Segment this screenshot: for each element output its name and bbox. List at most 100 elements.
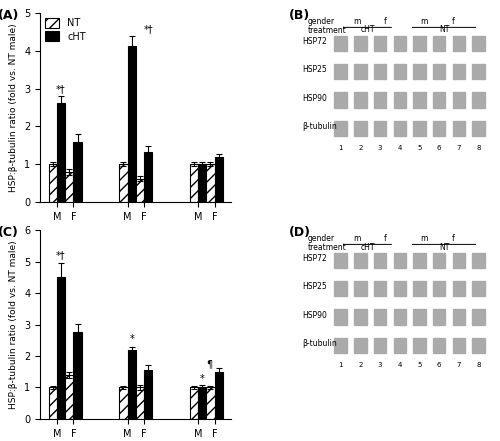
Text: cHT: cHT — [360, 26, 374, 34]
Bar — [433, 281, 446, 296]
Text: treatment: treatment — [308, 243, 347, 252]
Text: 8: 8 — [476, 146, 481, 151]
Bar — [394, 121, 406, 136]
Bar — [74, 333, 82, 419]
Bar — [433, 64, 446, 79]
Bar — [354, 36, 366, 51]
Bar — [374, 36, 386, 51]
Text: ¶: ¶ — [206, 359, 212, 369]
Bar — [413, 93, 426, 108]
Bar — [413, 121, 426, 136]
Bar — [334, 281, 347, 296]
Bar — [354, 121, 366, 136]
Text: HSP90: HSP90 — [302, 310, 327, 320]
Bar — [452, 64, 465, 79]
Text: m: m — [353, 234, 360, 243]
Bar — [433, 253, 446, 268]
Text: 6: 6 — [437, 146, 442, 151]
Bar — [413, 64, 426, 79]
Bar — [136, 179, 144, 202]
Text: HSP90: HSP90 — [302, 93, 327, 103]
Bar — [65, 172, 74, 202]
Text: 5: 5 — [417, 363, 422, 368]
Bar — [354, 281, 366, 296]
Text: f: f — [384, 17, 387, 26]
Text: HSP72: HSP72 — [120, 236, 152, 246]
Legend: NT, cHT: NT, cHT — [45, 18, 86, 41]
Bar — [334, 64, 347, 79]
Text: β-tubulin: β-tubulin — [302, 122, 337, 131]
Bar — [374, 338, 386, 353]
Bar — [472, 93, 484, 108]
Bar — [452, 121, 465, 136]
Bar — [334, 93, 347, 108]
Bar — [354, 338, 366, 353]
Text: *: * — [200, 374, 204, 384]
Text: 2: 2 — [358, 146, 362, 151]
Bar — [65, 375, 74, 419]
Bar — [144, 370, 152, 419]
Bar — [472, 36, 484, 51]
Bar — [57, 277, 65, 419]
Bar — [57, 103, 65, 202]
Bar — [413, 36, 426, 51]
Bar — [472, 310, 484, 325]
Bar — [433, 338, 446, 353]
Bar — [433, 93, 446, 108]
Bar — [472, 121, 484, 136]
Text: 5: 5 — [417, 146, 422, 151]
Text: m: m — [420, 17, 428, 26]
Text: gender: gender — [308, 17, 335, 26]
Text: *†: *† — [56, 250, 66, 260]
Bar — [334, 253, 347, 268]
Text: m: m — [353, 17, 360, 26]
Bar — [48, 388, 57, 419]
Bar — [354, 93, 366, 108]
Text: cHT: cHT — [360, 243, 374, 251]
Text: *: * — [130, 334, 134, 344]
Bar — [413, 253, 426, 268]
Bar — [394, 338, 406, 353]
Text: 1: 1 — [338, 363, 343, 368]
Text: *†: *† — [144, 24, 153, 34]
Text: 4: 4 — [398, 146, 402, 151]
Text: (C): (C) — [0, 227, 18, 239]
Bar — [334, 310, 347, 325]
Bar — [433, 121, 446, 136]
Bar — [472, 281, 484, 296]
Bar — [413, 310, 426, 325]
Bar — [354, 310, 366, 325]
Bar — [354, 253, 366, 268]
Bar — [472, 64, 484, 79]
Bar — [374, 310, 386, 325]
Text: 3: 3 — [378, 146, 382, 151]
Text: HSP72: HSP72 — [302, 254, 327, 263]
Text: 6: 6 — [437, 363, 442, 368]
Bar — [452, 281, 465, 296]
Text: (D): (D) — [289, 227, 311, 239]
Bar — [374, 281, 386, 296]
Text: gender: gender — [308, 234, 335, 243]
Bar — [144, 152, 152, 202]
Text: f: f — [452, 234, 454, 243]
Bar — [374, 253, 386, 268]
Text: 4: 4 — [398, 363, 402, 368]
Text: *†: *† — [56, 84, 66, 94]
Bar — [394, 281, 406, 296]
Bar — [74, 142, 82, 202]
Bar — [374, 64, 386, 79]
Bar — [472, 253, 484, 268]
Y-axis label: HSP:β-tubulin ratio (fold vs. NT male): HSP:β-tubulin ratio (fold vs. NT male) — [10, 240, 18, 409]
Bar — [452, 36, 465, 51]
Bar — [198, 388, 206, 419]
Bar — [394, 310, 406, 325]
Bar — [354, 64, 366, 79]
Text: 7: 7 — [456, 363, 461, 368]
Bar — [334, 338, 347, 353]
Bar — [128, 46, 136, 202]
Text: treatment: treatment — [308, 26, 347, 35]
Bar — [334, 36, 347, 51]
Bar — [334, 121, 347, 136]
Bar — [394, 36, 406, 51]
Bar — [214, 372, 223, 419]
